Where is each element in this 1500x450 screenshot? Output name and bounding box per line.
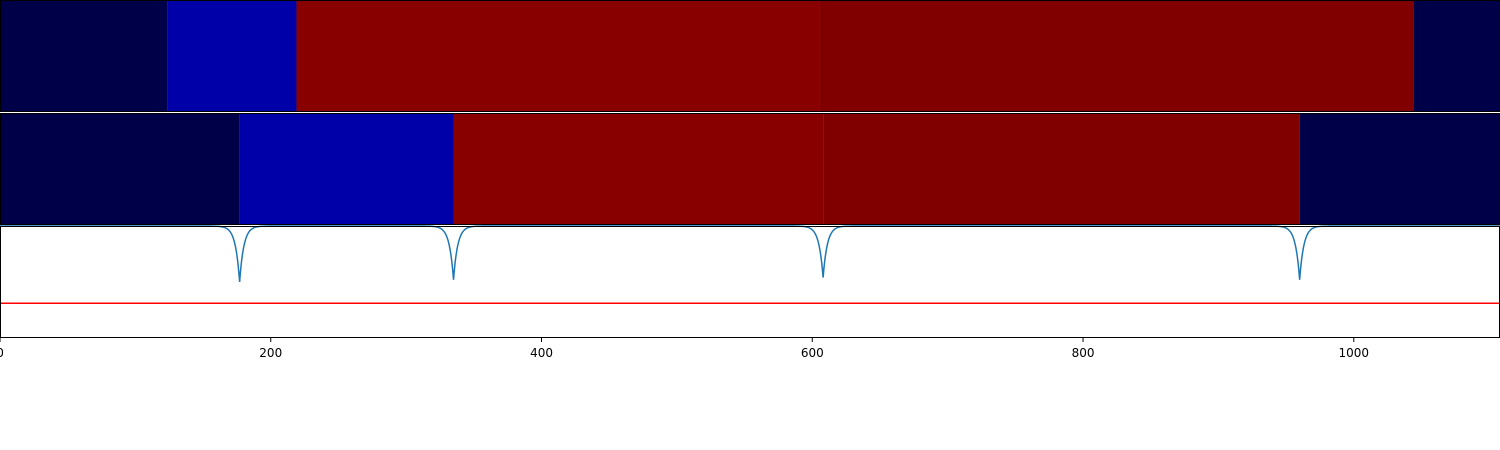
- heatmap-row-1: [0, 0, 1500, 112]
- x-axis: 0 200 400 600 800 1000: [0, 338, 1369, 360]
- heatmap-segment-1-2: [167, 0, 297, 112]
- x-tick-label-600: 600: [801, 346, 824, 360]
- line-panel: [0, 225, 1500, 338]
- heatmap-segment-2-1: [0, 113, 240, 225]
- heatmap-segment-1-5: [1413, 0, 1500, 112]
- heatmap-segment-2-5: [1299, 113, 1500, 225]
- heatmap-segment-2-3: [453, 113, 824, 225]
- x-tick-label-1000: 1000: [1339, 346, 1370, 360]
- heatmap-segment-1-3: [296, 0, 820, 112]
- x-tick-label-200: 200: [259, 346, 282, 360]
- heatmap-segment-2-4: [823, 113, 1300, 225]
- line-panel-frame: [0, 226, 1500, 338]
- heatmap-row-2: [0, 113, 1500, 225]
- heatmap-segment-2-2: [239, 113, 454, 225]
- x-tick-label-800: 800: [1072, 346, 1095, 360]
- x-tick-label-400: 400: [530, 346, 553, 360]
- heatmap-segment-1-4: [819, 0, 1414, 112]
- signal-line-1: [0, 225, 1500, 283]
- heatmap-segment-1-1: [0, 0, 168, 112]
- x-tick-label-0: 0: [0, 346, 4, 360]
